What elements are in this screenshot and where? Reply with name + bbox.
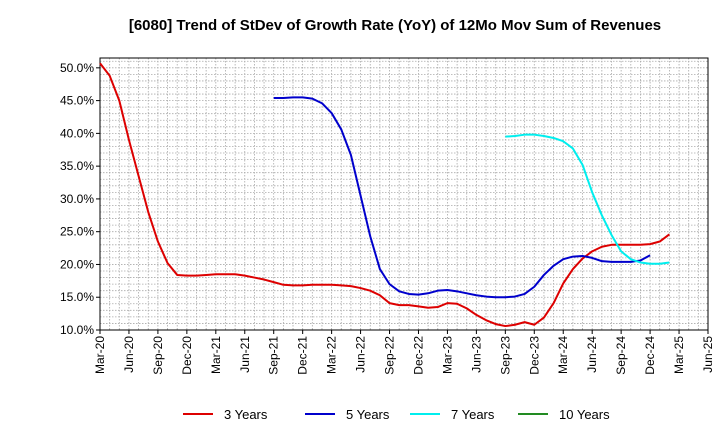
x-tick-label: Jun-20 <box>122 336 136 373</box>
x-tick-label: Jun-23 <box>469 336 483 373</box>
y-tick-label: 40.0% <box>60 126 94 140</box>
x-tick-label: Dec-22 <box>411 336 425 375</box>
x-tick-label: Jun-22 <box>354 336 368 373</box>
series-line-3-years <box>99 62 670 328</box>
legend-label: 5 Years <box>346 407 390 422</box>
x-tick-label: Mar-25 <box>672 336 686 374</box>
series-line-7-years <box>505 133 670 265</box>
x-tick-label: Jun-24 <box>585 336 599 373</box>
y-tick-label: 25.0% <box>60 225 94 239</box>
legend-label: 3 Years <box>224 407 268 422</box>
y-tick-label: 50.0% <box>60 61 94 75</box>
y-tick-label: 35.0% <box>60 159 94 173</box>
x-tick-label: Mar-21 <box>209 336 223 374</box>
series-line-5-years <box>273 96 651 299</box>
x-tick-label: Mar-20 <box>93 336 107 374</box>
y-tick-label: 45.0% <box>60 94 94 108</box>
series-lines <box>99 62 670 328</box>
x-tick-label: Sep-21 <box>267 336 281 375</box>
y-tick-label: 20.0% <box>60 257 94 271</box>
x-tick-label: Mar-22 <box>325 336 339 374</box>
y-tick-label: 10.0% <box>60 323 94 337</box>
grid-lines <box>100 58 708 331</box>
x-tick-label: Jun-25 <box>701 336 715 373</box>
x-tick-label: Dec-23 <box>527 336 541 375</box>
legend-label: 10 Years <box>559 407 610 422</box>
y-tick-label: 30.0% <box>60 192 94 206</box>
legend-label: 7 Years <box>451 407 495 422</box>
x-tick-label: Dec-20 <box>180 336 194 375</box>
x-tick-label: Sep-23 <box>498 336 512 375</box>
x-tick-label: Sep-24 <box>614 336 628 375</box>
plot-frame <box>99 57 709 331</box>
x-tick-label: Dec-24 <box>643 336 657 375</box>
x-tick-label: Mar-23 <box>440 336 454 374</box>
x-tick-label: Dec-21 <box>296 336 310 375</box>
x-tick-label: Sep-22 <box>383 336 397 375</box>
y-axis: 10.0% 15.0% 20.0% 25.0% 30.0% 35.0% 40.0% 45.0%… <box>60 61 100 337</box>
x-axis: Mar-20 Jun-20 Sep-20 Dec-20 Mar-21 Jun-21 Sep-… <box>93 330 715 375</box>
x-tick-label: Mar-24 <box>556 336 570 374</box>
legend: 3 Years 5 Years 7 Years 10 Years <box>183 407 610 422</box>
chart-title: [6080] Trend of StDev of Growth Rate (Yo… <box>129 17 661 34</box>
y-tick-label: 15.0% <box>60 290 94 304</box>
x-tick-label: Sep-20 <box>151 336 165 375</box>
x-tick-label: Jun-21 <box>238 336 252 373</box>
